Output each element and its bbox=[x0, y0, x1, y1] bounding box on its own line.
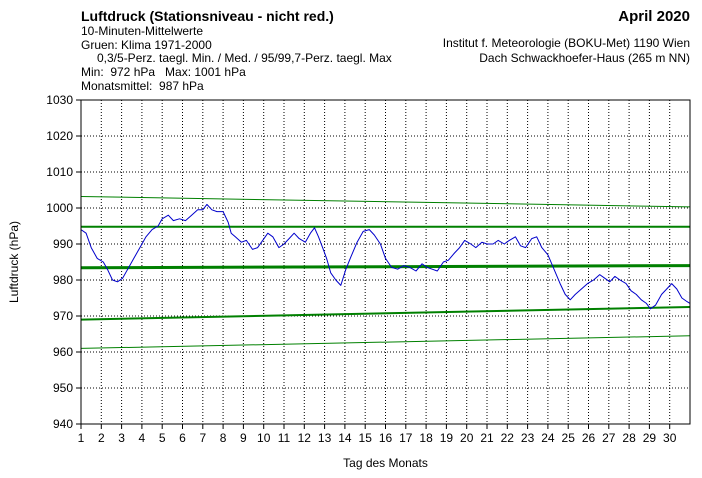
x-tick-label: 18 bbox=[419, 431, 433, 445]
grid bbox=[80, 99, 690, 425]
y-tick-label: 1030 bbox=[46, 93, 73, 107]
climate-5-percentile-min-line bbox=[80, 306, 691, 321]
x-tick-label: 23 bbox=[521, 431, 535, 445]
min-max-text: Min: 972 hPa Max: 1001 hPa bbox=[81, 65, 246, 79]
x-tick-label: 16 bbox=[379, 431, 393, 445]
x-tick-label: 25 bbox=[562, 431, 576, 445]
x-tick-label: 30 bbox=[663, 431, 677, 445]
x-tick-label: 6 bbox=[179, 431, 186, 445]
axis-ticks bbox=[76, 99, 671, 429]
x-tick-label: 8 bbox=[220, 431, 227, 445]
y-tick-label: 1020 bbox=[46, 129, 73, 143]
climate-99.7-percentile-max-line bbox=[80, 196, 691, 208]
x-tick-label: 14 bbox=[338, 431, 352, 445]
y-tick-label: 1010 bbox=[46, 165, 73, 179]
x-tick-label: 29 bbox=[643, 431, 657, 445]
x-tick-label: 24 bbox=[541, 431, 555, 445]
y-tick-label: 990 bbox=[53, 237, 73, 251]
y-tick-label: 1000 bbox=[46, 201, 73, 215]
x-tick-label: 9 bbox=[240, 431, 247, 445]
institute-label: Institut f. Meteorologie (BOKU-Met) 1190… bbox=[442, 36, 690, 50]
x-tick-label: 13 bbox=[318, 431, 332, 445]
chart-subtitle: 10-Minuten-Mittelwerte bbox=[81, 24, 204, 38]
y-tick-label: 940 bbox=[53, 417, 73, 431]
x-tick-label: 2 bbox=[98, 431, 105, 445]
y-tick-label: 950 bbox=[53, 381, 73, 395]
y-tick-label: 970 bbox=[53, 309, 73, 323]
percentile-legend: 0,3/5-Perz. taegl. Min. / Med. / 95/99,7… bbox=[97, 51, 392, 65]
y-tick-label: 960 bbox=[53, 345, 73, 359]
x-tick-label: 11 bbox=[278, 431, 291, 445]
y-tick-label: 980 bbox=[53, 273, 73, 287]
x-tick-label: 27 bbox=[602, 431, 616, 445]
x-tick-label: 26 bbox=[582, 431, 596, 445]
x-tick-label: 20 bbox=[460, 431, 474, 445]
chart-title: Luftdruck (Stationsniveau - nicht red.) bbox=[81, 8, 334, 24]
x-axis-label: Tag des Monats bbox=[343, 456, 428, 470]
x-tick-label: 19 bbox=[440, 431, 454, 445]
x-tick-label: 1 bbox=[78, 431, 85, 445]
climate-0.3-percentile-min-line bbox=[80, 335, 691, 349]
x-tick-label: 28 bbox=[622, 431, 636, 445]
x-tick-label: 7 bbox=[199, 431, 206, 445]
x-tick-label: 5 bbox=[159, 431, 166, 445]
x-tick-label: 10 bbox=[257, 431, 271, 445]
month-label: April 2020 bbox=[618, 8, 690, 25]
x-tick-label: 21 bbox=[480, 431, 494, 445]
y-axis-label: Luftdruck (hPa) bbox=[7, 221, 21, 303]
climate-median-line bbox=[80, 264, 691, 270]
x-tick-label: 4 bbox=[139, 431, 146, 445]
location-label: Dach Schwackhoefer-Haus (265 m NN) bbox=[479, 51, 690, 65]
x-tick-label: 17 bbox=[399, 431, 413, 445]
x-tick-label: 12 bbox=[298, 431, 312, 445]
measured-pressure-line bbox=[80, 203, 691, 310]
x-tick-label: 22 bbox=[501, 431, 515, 445]
series-layer bbox=[80, 196, 691, 349]
x-tick-label: 3 bbox=[118, 431, 125, 445]
climate-legend: Gruen: Klima 1971-2000 bbox=[81, 38, 212, 52]
x-tick-label: 15 bbox=[359, 431, 373, 445]
tick-labels: 1 2 3 4 5 6 7 8 9 10 11 12 13 14 15 16 17 18 19 20 21 22 23 24 2… bbox=[46, 93, 676, 445]
monthly-mean-text: Monatsmittel: 987 hPa bbox=[81, 79, 204, 93]
